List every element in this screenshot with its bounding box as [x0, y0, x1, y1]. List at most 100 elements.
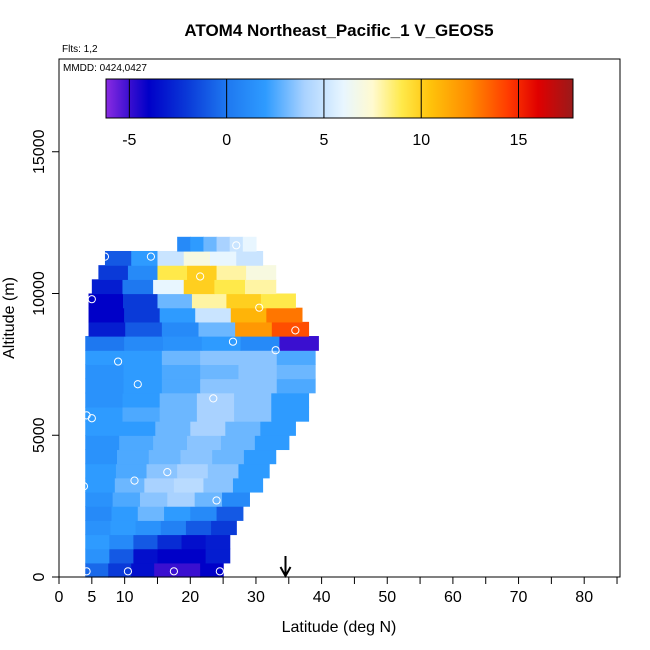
heatmap-cell	[210, 250, 237, 266]
heatmap-cell	[232, 477, 264, 493]
heatmap-cell	[187, 265, 218, 280]
heatmap-cell	[195, 307, 232, 323]
heatmap-cell	[190, 506, 218, 521]
heatmap-cell	[123, 293, 159, 309]
heatmap-cell	[177, 463, 209, 479]
heatmap-cell	[222, 491, 250, 507]
heatmap-cell	[157, 534, 183, 550]
heatmap-cell	[238, 463, 270, 479]
sample-point	[87, 295, 96, 304]
heatmap-cell	[161, 378, 201, 394]
sample-point	[133, 380, 142, 389]
heatmap-cell	[124, 336, 164, 351]
heatmap-cell	[161, 350, 201, 365]
heatmap-cell	[207, 463, 240, 479]
colorbar-tick-label: 15	[510, 132, 528, 149]
x-tick-label: 30	[247, 589, 265, 606]
heatmap-cell	[85, 449, 118, 465]
heatmap-cell	[238, 364, 278, 380]
heatmap-cell	[266, 307, 303, 323]
colorbar-tick-label: 10	[412, 132, 430, 149]
heatmap-cell	[85, 463, 117, 479]
y-tick-label: 15000	[31, 129, 48, 174]
heatmap-cell	[85, 364, 125, 380]
heatmap-cell	[85, 491, 114, 507]
sample-point	[271, 346, 280, 355]
heatmap-cell	[135, 520, 162, 536]
heatmap-cell	[181, 534, 207, 550]
x-tick-label: 0	[55, 589, 64, 606]
heatmap-cell	[137, 506, 165, 521]
heatmap-cell	[162, 336, 203, 351]
sample-point	[146, 252, 156, 261]
heatmap-cell	[181, 548, 207, 564]
heatmap-cell	[190, 236, 205, 252]
heatmap-cell	[177, 562, 201, 578]
heatmap-cell	[85, 406, 124, 422]
colorbar: -5 0 5 10 15	[105, 78, 574, 149]
heatmap-cell	[131, 250, 159, 266]
heatmap-cell	[161, 364, 201, 380]
heatmap-cell	[246, 265, 277, 280]
heatmap-cell	[271, 406, 310, 422]
heatmap-cell	[203, 477, 234, 493]
heatmap-cell	[153, 435, 188, 451]
sample-point	[228, 337, 238, 346]
x-tick-label: 40	[313, 589, 331, 606]
heatmap-cell	[200, 378, 240, 394]
heatmap-cell	[212, 449, 245, 465]
heatmap-cell	[198, 321, 236, 337]
x-axis: 0 5 10 20 30 40 50 60 70 80	[55, 577, 618, 606]
x-tick-label: 50	[378, 589, 396, 606]
x-tick-label: 80	[575, 589, 593, 606]
heatmap-cell	[88, 321, 126, 337]
colorbar-tick-label: -5	[122, 132, 136, 149]
heatmap-cell	[164, 506, 191, 521]
heatmap-cell	[110, 520, 137, 536]
heatmap-cell	[240, 336, 281, 351]
heatmap-cell	[157, 548, 183, 564]
x-tick-label: 20	[181, 589, 199, 606]
heatmap-cell	[123, 364, 163, 380]
heatmap-cell	[85, 534, 110, 550]
sample-point	[196, 272, 205, 281]
heatmap-cell	[104, 250, 132, 266]
heatmap-cell	[159, 392, 198, 408]
heatmap-cell	[85, 392, 124, 408]
heatmap-cell	[122, 279, 154, 295]
sample-point	[215, 567, 224, 576]
heatmap-cell	[183, 279, 215, 295]
sample-point	[310, 405, 320, 414]
heatmap-cell	[85, 378, 125, 394]
x-tick-label: 10	[116, 589, 134, 606]
heatmap-cell	[236, 250, 264, 266]
heatmap-cell	[123, 350, 163, 365]
heatmap-cell	[157, 293, 193, 309]
heatmap-cell	[85, 435, 120, 451]
heatmap-cell	[122, 406, 161, 422]
heatmap-cell	[173, 477, 205, 493]
heatmap-cell	[155, 421, 191, 436]
heatmap-cell	[119, 435, 154, 451]
heatmap-cell	[203, 236, 218, 252]
dates-label: MMDD: 0424,0427	[63, 63, 147, 74]
heatmap-cell	[108, 562, 132, 578]
marker-arrow-head	[279, 566, 292, 579]
heatmap-cell	[112, 491, 141, 507]
heatmap-cell	[144, 477, 175, 493]
sample-point	[100, 252, 110, 261]
sample-points	[79, 241, 320, 576]
x-axis-label: Latitude (deg N)	[282, 619, 397, 636]
heatmap-cell	[187, 435, 222, 451]
heatmap-cell	[180, 449, 213, 465]
heatmap-cell	[194, 491, 223, 507]
y-axis-label: Altitude (m)	[1, 277, 18, 359]
heatmap-cell	[98, 265, 129, 280]
heatmap-cell	[238, 378, 278, 394]
heatmap-cell	[191, 293, 228, 309]
heatmap-cell	[91, 279, 124, 295]
heatmap-cell	[111, 506, 139, 521]
heatmap-cell	[133, 534, 159, 550]
sample-point	[123, 567, 133, 576]
